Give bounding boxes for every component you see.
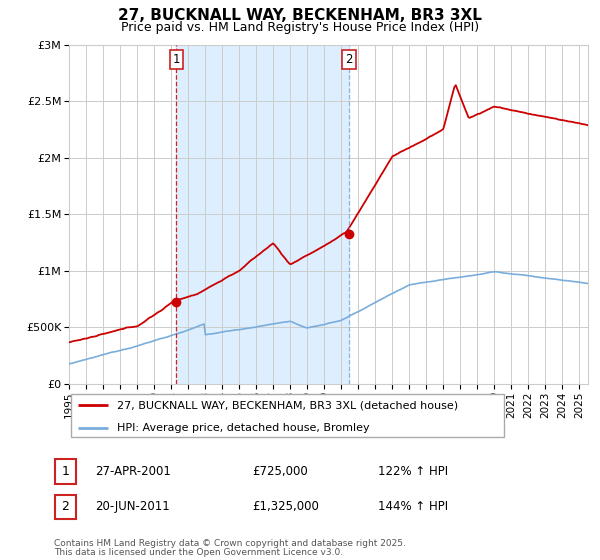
Text: 20-JUN-2011: 20-JUN-2011 [95,500,170,514]
Text: 27, BUCKNALL WAY, BECKENHAM, BR3 3XL (detached house): 27, BUCKNALL WAY, BECKENHAM, BR3 3XL (de… [117,400,458,410]
FancyBboxPatch shape [55,494,76,519]
Text: 27-APR-2001: 27-APR-2001 [95,465,170,478]
Text: Contains HM Land Registry data © Crown copyright and database right 2025.: Contains HM Land Registry data © Crown c… [54,539,406,548]
FancyBboxPatch shape [55,459,76,484]
Text: Price paid vs. HM Land Registry's House Price Index (HPI): Price paid vs. HM Land Registry's House … [121,21,479,34]
FancyBboxPatch shape [71,394,504,437]
Text: 2: 2 [61,500,70,514]
Text: £1,325,000: £1,325,000 [252,500,319,514]
Bar [176,45,349,384]
Text: 144% ↑ HPI: 144% ↑ HPI [378,500,448,514]
Text: 1: 1 [61,465,70,478]
Text: This data is licensed under the Open Government Licence v3.0.: This data is licensed under the Open Gov… [54,548,343,557]
Text: £725,000: £725,000 [252,465,308,478]
Text: 27, BUCKNALL WAY, BECKENHAM, BR3 3XL: 27, BUCKNALL WAY, BECKENHAM, BR3 3XL [118,8,482,24]
Text: 122% ↑ HPI: 122% ↑ HPI [378,465,448,478]
Text: 1: 1 [172,53,180,66]
Text: HPI: Average price, detached house, Bromley: HPI: Average price, detached house, Brom… [117,423,370,433]
Text: 2: 2 [345,53,353,66]
